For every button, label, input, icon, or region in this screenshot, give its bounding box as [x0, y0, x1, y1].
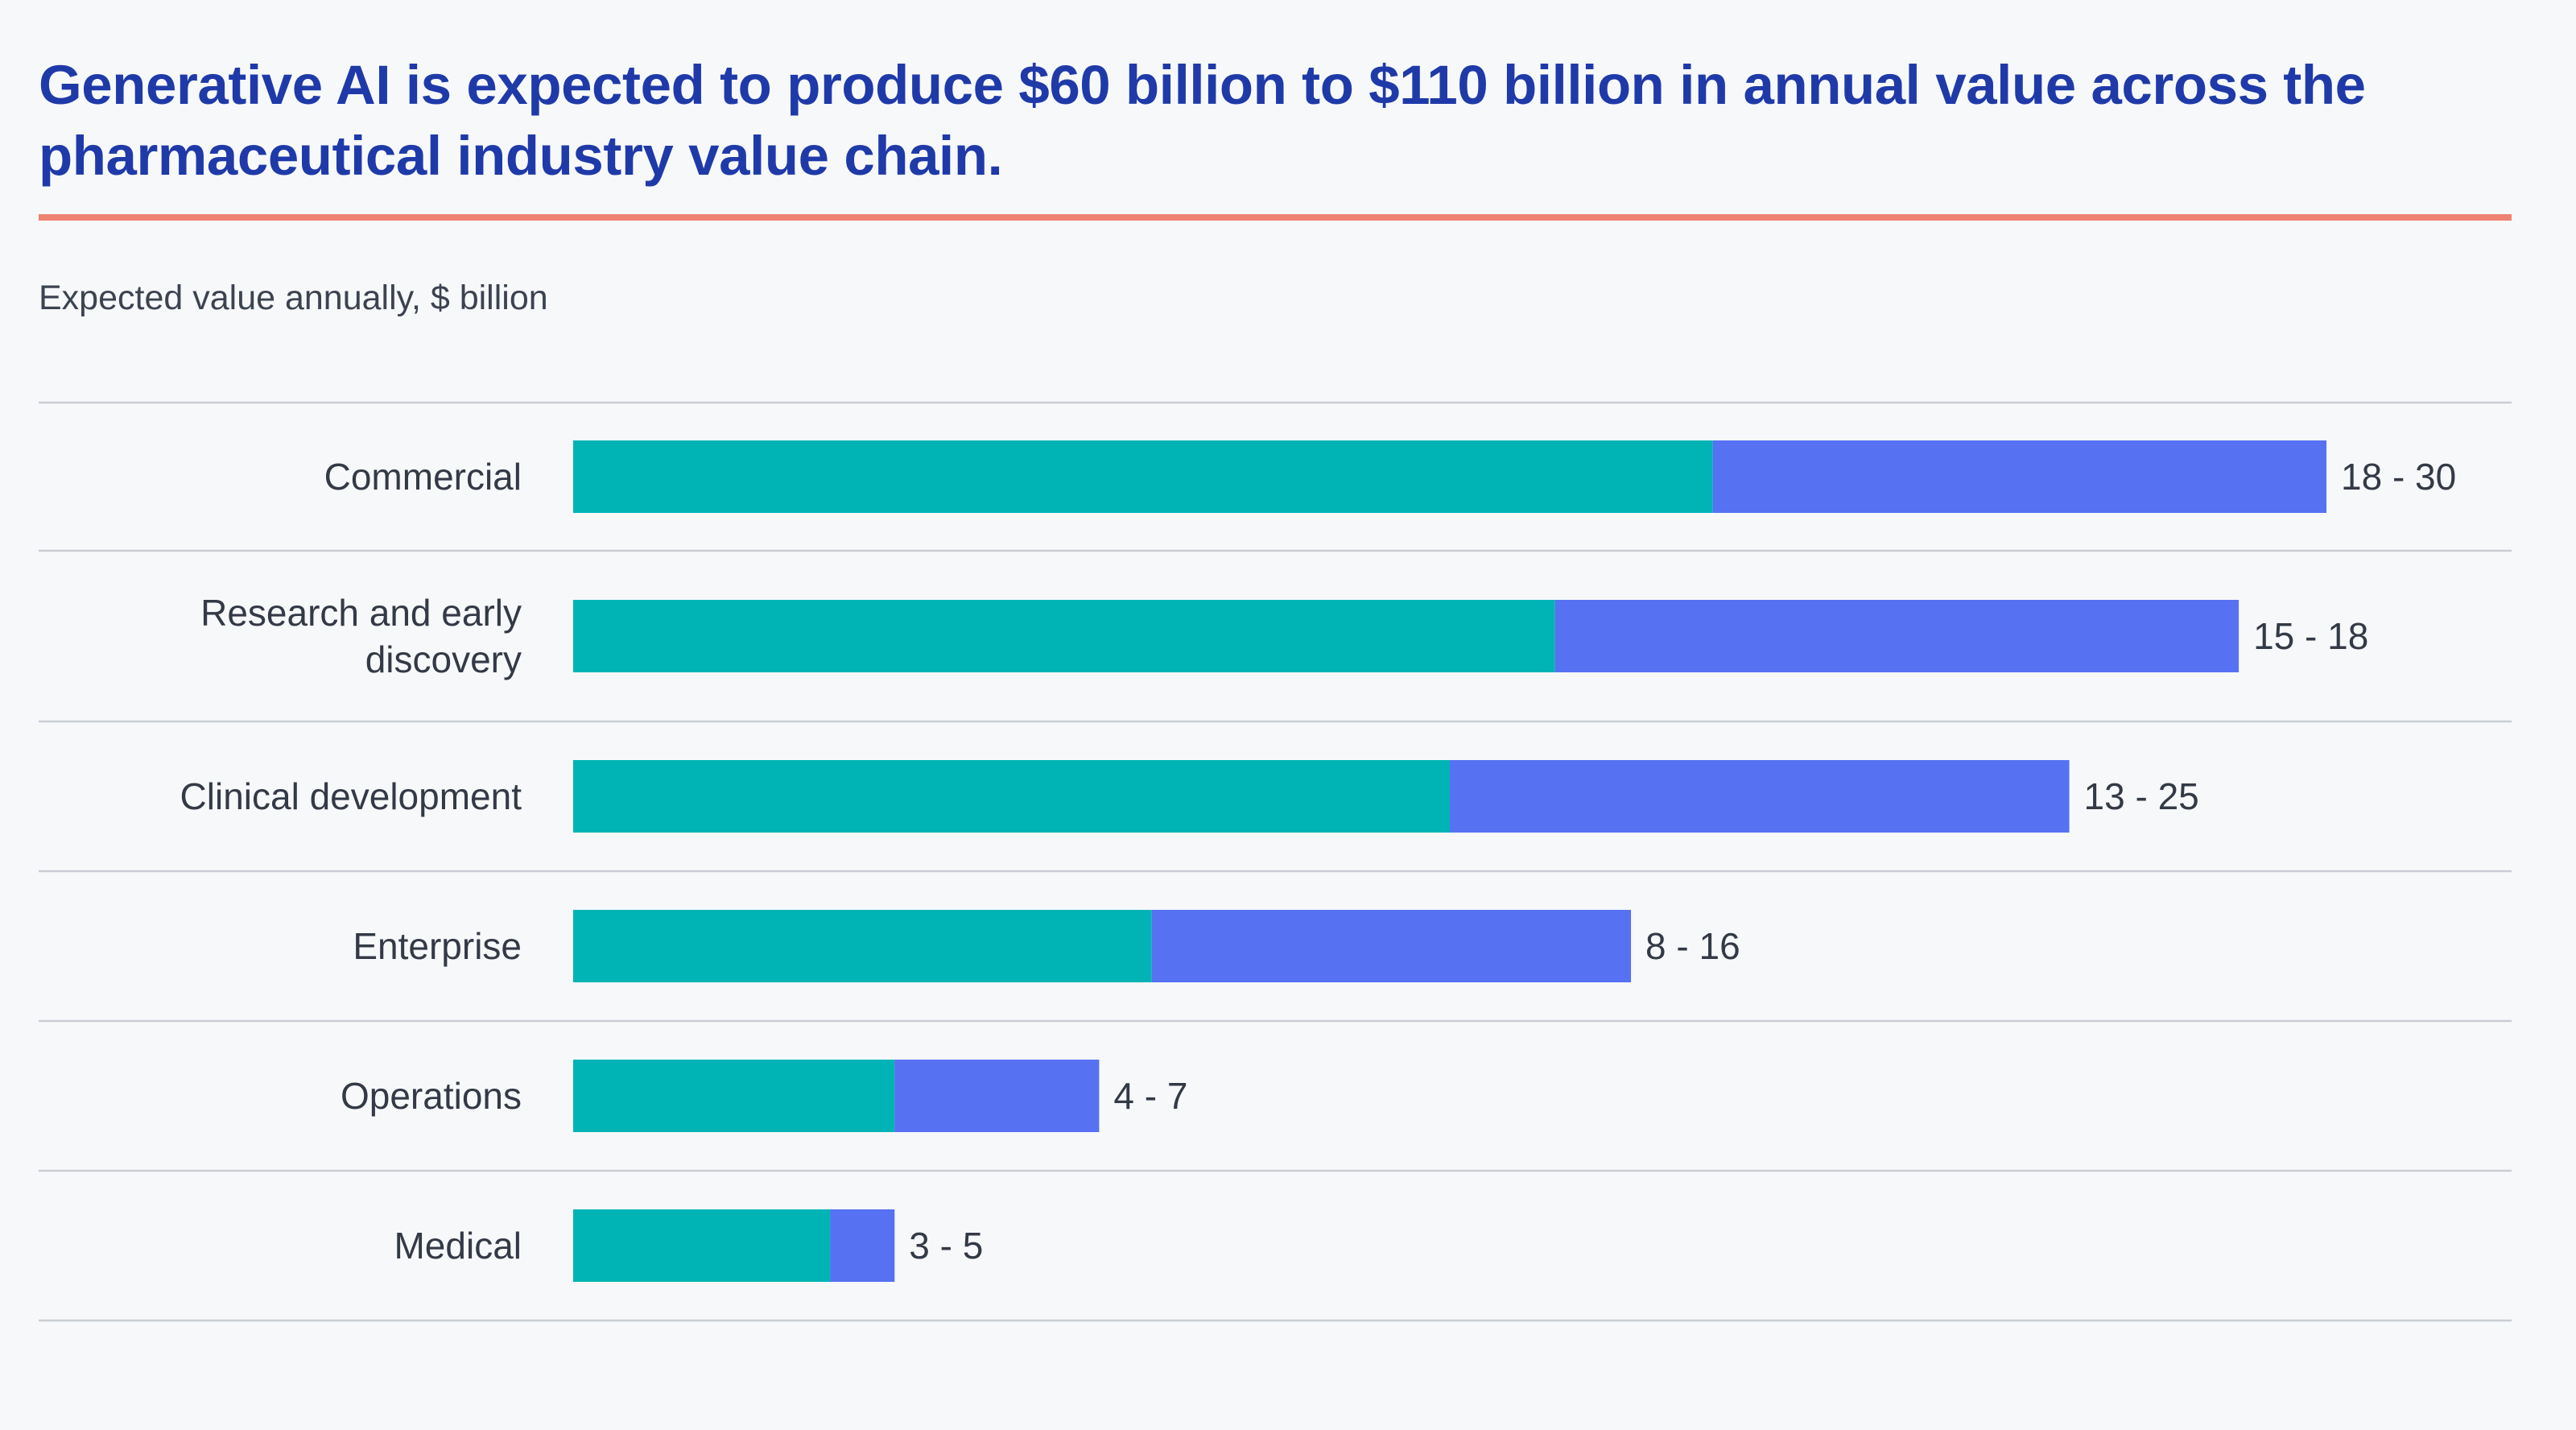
category-label: Commercial	[324, 456, 522, 498]
data-label: 18 - 30	[2341, 456, 2456, 498]
category-label: Enterprise	[353, 925, 522, 967]
data-label: 3 - 5	[909, 1225, 983, 1267]
bar-segment-range	[1712, 440, 2326, 513]
category-label-line: Medical	[394, 1225, 522, 1267]
chart-title: Generative AI is expected to produce $60…	[39, 54, 2366, 187]
bar-segment-range	[1450, 760, 2070, 833]
category-label-line: Enterprise	[353, 925, 522, 967]
category-label-line: discovery	[365, 639, 522, 680]
chart-subtitle: Expected value annually, $ billion	[39, 279, 548, 317]
category-label: Operations	[341, 1075, 522, 1117]
category-label: Medical	[394, 1225, 522, 1267]
bar-segment-low	[573, 760, 1450, 833]
bar-segment-low	[573, 440, 1713, 513]
category-label: Clinical development	[180, 775, 522, 817]
bar-segment-range	[1151, 910, 1632, 982]
bar-segment-low	[573, 1209, 831, 1282]
data-label: 4 - 7	[1113, 1075, 1187, 1117]
bar-segment-low	[573, 1060, 895, 1132]
bar-segment-low	[573, 910, 1152, 982]
category-label-line: Commercial	[324, 456, 522, 498]
data-label: 15 - 18	[2253, 615, 2368, 657]
category-label: Research and early discovery	[200, 592, 522, 680]
data-label: 13 - 25	[2084, 775, 2199, 817]
bar-segment-range	[894, 1060, 1100, 1132]
data-label: 8 - 16	[1645, 925, 1740, 967]
category-label-line: Clinical development	[180, 775, 522, 817]
bar-segment-low	[573, 600, 1555, 672]
category-label-line: Operations	[341, 1075, 522, 1117]
title-underline	[39, 214, 2512, 221]
category-label-line: Research and early	[200, 592, 522, 634]
bar-segment-range	[830, 1209, 895, 1282]
bar-segment-range	[1554, 600, 2240, 672]
